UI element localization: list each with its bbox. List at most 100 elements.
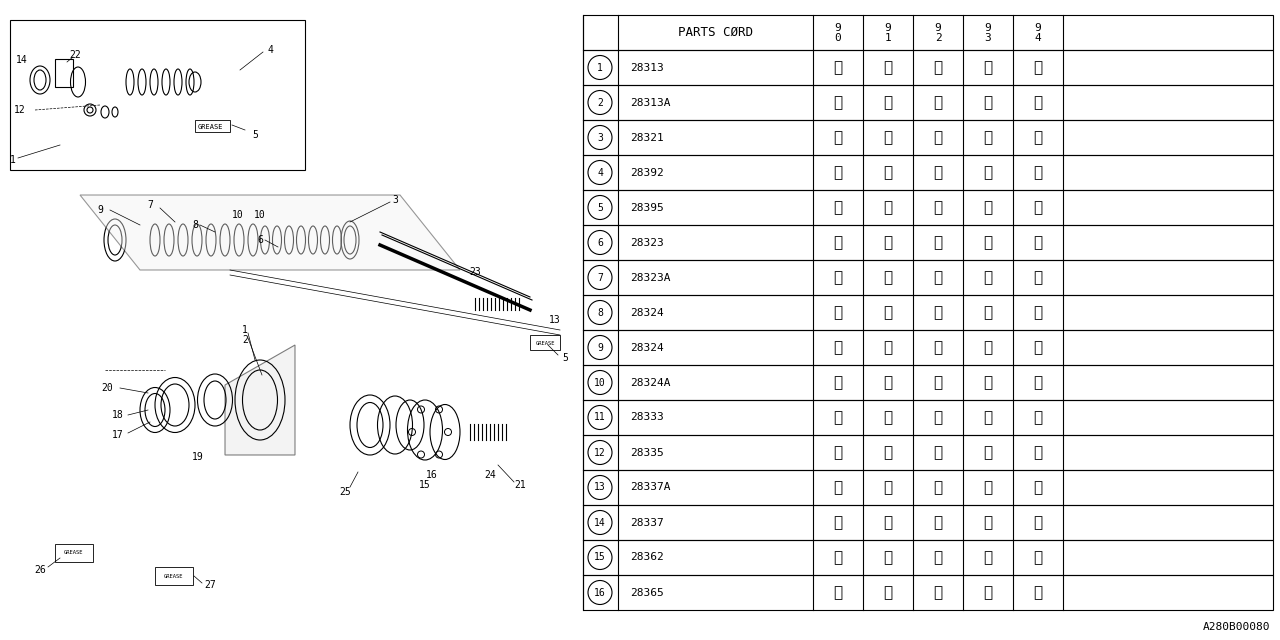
Text: 11: 11 — [594, 413, 605, 422]
Text: ⁎: ⁎ — [883, 95, 892, 110]
Text: 4: 4 — [596, 168, 603, 177]
Text: 26: 26 — [35, 565, 46, 575]
Text: 9
2: 9 2 — [934, 22, 941, 42]
Text: ⁎: ⁎ — [933, 445, 942, 460]
Text: ⁎: ⁎ — [833, 585, 842, 600]
Text: ⁎: ⁎ — [883, 305, 892, 320]
Text: 1: 1 — [10, 155, 15, 165]
Text: GREASE: GREASE — [164, 573, 184, 579]
Text: ⁎: ⁎ — [983, 340, 992, 355]
Text: ⁎: ⁎ — [1033, 130, 1043, 145]
Text: ⁎: ⁎ — [1033, 410, 1043, 425]
Text: ⁎: ⁎ — [1033, 445, 1043, 460]
Text: ⁎: ⁎ — [883, 200, 892, 215]
Bar — [582, 15, 1274, 50]
Text: 12: 12 — [14, 105, 26, 115]
Text: 20: 20 — [101, 383, 113, 393]
Text: PARTS CØRD: PARTS CØRD — [678, 26, 753, 39]
Text: ⁎: ⁎ — [833, 200, 842, 215]
Text: 12: 12 — [594, 447, 605, 458]
Text: ⁎: ⁎ — [1033, 585, 1043, 600]
Text: 23: 23 — [470, 267, 481, 277]
Text: ⁎: ⁎ — [833, 130, 842, 145]
Text: 6: 6 — [257, 235, 262, 245]
Text: ⁎: ⁎ — [883, 270, 892, 285]
Text: ⁎: ⁎ — [933, 550, 942, 565]
Text: 10: 10 — [594, 378, 605, 387]
Text: ⁎: ⁎ — [833, 95, 842, 110]
Text: ⁎: ⁎ — [983, 60, 992, 75]
Text: 10: 10 — [255, 210, 266, 220]
Bar — [582, 505, 1274, 540]
Bar — [530, 335, 561, 350]
Text: ⁎: ⁎ — [883, 375, 892, 390]
Text: 9
3: 9 3 — [984, 22, 992, 42]
Text: ⁎: ⁎ — [1033, 550, 1043, 565]
Text: GREASE: GREASE — [197, 124, 223, 130]
Text: ⁎: ⁎ — [883, 480, 892, 495]
Text: 13: 13 — [549, 315, 561, 325]
Text: ⁎: ⁎ — [983, 95, 992, 110]
Text: ⁎: ⁎ — [933, 340, 942, 355]
Text: 28324A: 28324A — [630, 378, 671, 387]
Text: 4: 4 — [268, 45, 273, 55]
Text: ⁎: ⁎ — [833, 165, 842, 180]
Text: ⁎: ⁎ — [983, 200, 992, 215]
Text: 15: 15 — [594, 552, 605, 563]
Text: 9: 9 — [97, 205, 102, 215]
Text: 25: 25 — [339, 487, 351, 497]
Text: 28313A: 28313A — [630, 97, 671, 108]
Text: ⁎: ⁎ — [983, 515, 992, 530]
Text: ⁎: ⁎ — [1033, 235, 1043, 250]
Text: 16: 16 — [426, 470, 438, 480]
Text: ⁎: ⁎ — [933, 585, 942, 600]
Text: 18: 18 — [113, 410, 124, 420]
Text: ⁎: ⁎ — [933, 60, 942, 75]
Text: 28321: 28321 — [630, 132, 664, 143]
Text: 28323: 28323 — [630, 237, 664, 248]
Text: ⁎: ⁎ — [883, 60, 892, 75]
Text: 14: 14 — [17, 55, 28, 65]
Bar — [155, 567, 193, 585]
Bar — [582, 50, 1274, 85]
Text: ⁎: ⁎ — [983, 410, 992, 425]
Text: 5: 5 — [596, 202, 603, 212]
Polygon shape — [225, 345, 294, 455]
Text: ⁎: ⁎ — [983, 165, 992, 180]
Bar — [582, 295, 1274, 330]
Text: 16: 16 — [594, 588, 605, 598]
Bar — [582, 225, 1274, 260]
Text: 2: 2 — [242, 335, 248, 345]
Text: ⁎: ⁎ — [933, 375, 942, 390]
Bar — [582, 400, 1274, 435]
Text: ⁎: ⁎ — [833, 480, 842, 495]
Bar — [55, 59, 73, 87]
Text: ⁎: ⁎ — [983, 480, 992, 495]
Bar — [582, 365, 1274, 400]
Text: 8: 8 — [596, 307, 603, 317]
Text: ⁎: ⁎ — [983, 235, 992, 250]
Text: 28335: 28335 — [630, 447, 664, 458]
Text: ⁎: ⁎ — [833, 445, 842, 460]
Bar — [582, 575, 1274, 610]
Text: ⁎: ⁎ — [883, 550, 892, 565]
Bar — [582, 330, 1274, 365]
Text: 21: 21 — [515, 480, 526, 490]
Text: GREASE: GREASE — [535, 340, 554, 346]
Text: 28337: 28337 — [630, 518, 664, 527]
Text: 28392: 28392 — [630, 168, 664, 177]
Text: 24: 24 — [484, 470, 495, 480]
Text: 13: 13 — [594, 483, 605, 493]
Text: ⁎: ⁎ — [1033, 200, 1043, 215]
Text: ⁎: ⁎ — [883, 410, 892, 425]
Bar — [582, 85, 1274, 120]
Text: ⁎: ⁎ — [933, 480, 942, 495]
Text: ⁎: ⁎ — [883, 235, 892, 250]
Text: ⁎: ⁎ — [1033, 165, 1043, 180]
Text: ⁎: ⁎ — [933, 270, 942, 285]
Text: 9
1: 9 1 — [884, 22, 891, 42]
Text: ⁎: ⁎ — [833, 515, 842, 530]
Text: 28362: 28362 — [630, 552, 664, 563]
Text: ⁎: ⁎ — [983, 550, 992, 565]
Polygon shape — [79, 195, 460, 270]
